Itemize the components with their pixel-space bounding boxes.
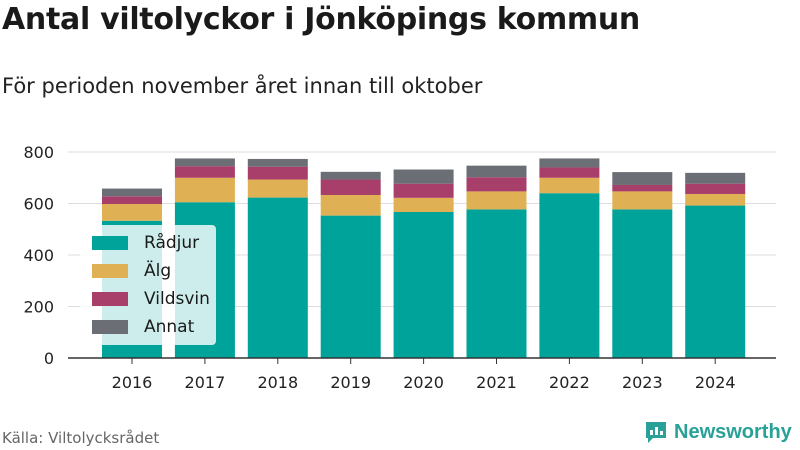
bar-segment-rådjur [685, 205, 746, 358]
legend-item-älg: Älg [92, 261, 171, 281]
legend-item-rådjur: Rådjur [92, 233, 199, 253]
bar-segment-vildsvin [612, 184, 673, 192]
bar-segment-vildsvin [539, 167, 600, 178]
y-tick-label: 600 [23, 195, 54, 214]
brand-logo: Newsworthy [644, 420, 792, 444]
legend-swatch [92, 292, 128, 306]
bar-segment-vildsvin [466, 177, 527, 192]
legend-swatch [92, 320, 128, 334]
legend-label: Rådjur [144, 233, 200, 253]
bar-segment-rådjur [320, 215, 381, 358]
chart-subtitle: För perioden november året innan till ok… [2, 74, 483, 98]
bar-segment-rådjur [466, 209, 527, 358]
bar-chart-icon [646, 422, 666, 443]
bar-segment-vildsvin [320, 179, 381, 196]
x-tick-label: 2024 [695, 373, 736, 392]
legend-swatch [92, 264, 128, 278]
legend-item-annat: Annat [92, 317, 194, 337]
bar-segment-vildsvin [174, 166, 235, 178]
x-tick-label: 2023 [622, 373, 663, 392]
bar-segment-älg [466, 191, 527, 210]
x-tick-label: 2019 [330, 373, 371, 392]
legend-swatch [92, 236, 128, 250]
bar-segment-rådjur [247, 197, 308, 358]
bar-segment-rådjur [612, 209, 673, 358]
x-tick-label: 2017 [185, 373, 226, 392]
x-tick-label: 2018 [257, 373, 298, 392]
legend-item-vildsvin: Vildsvin [92, 289, 210, 309]
brand-name: Newsworthy [674, 420, 792, 443]
x-tick-label: 2020 [403, 373, 444, 392]
bar-segment-älg [393, 197, 454, 212]
bar-segment-annat [685, 172, 746, 184]
bar-segment-älg [685, 193, 746, 206]
bar-segment-annat [320, 171, 381, 180]
y-tick-label: 0 [44, 349, 54, 368]
bar-segment-annat [247, 158, 308, 167]
x-tick-label: 2016 [112, 373, 153, 392]
bar-segment-älg [539, 177, 600, 194]
bar-segment-vildsvin [102, 196, 162, 205]
bar-segment-älg [247, 179, 308, 198]
bar-segment-älg [320, 195, 381, 216]
bar-segment-vildsvin [247, 166, 308, 180]
bar-segment-älg [612, 191, 673, 210]
legend-label: Annat [144, 317, 195, 337]
legend-label: Vildsvin [144, 289, 210, 309]
source-note: Källa: Viltolycksrådet [2, 429, 160, 447]
chart-title: Antal viltolyckor i Jönköpings kommun [2, 2, 640, 37]
x-tick-label: 2022 [549, 373, 590, 392]
bar-segment-rådjur [539, 193, 600, 358]
bar-segment-vildsvin [393, 183, 454, 198]
bar-segment-annat [393, 169, 454, 184]
y-tick-label: 400 [23, 246, 54, 265]
bar-segment-annat [539, 158, 600, 168]
y-tick-label: 200 [23, 298, 54, 317]
bar-segment-annat [174, 158, 235, 167]
legend-label: Älg [144, 261, 172, 281]
bar-segment-vildsvin [685, 183, 746, 194]
bar-segment-älg [174, 177, 235, 203]
bar-segment-annat [612, 172, 673, 185]
x-tick-label: 2021 [476, 373, 517, 392]
bar-segment-älg [102, 204, 162, 221]
chart-legend: Rådjur Älg Vildsvin Annat [80, 225, 216, 345]
bar-segment-rådjur [393, 211, 454, 358]
y-tick-label: 800 [23, 143, 54, 162]
bar-segment-annat [466, 165, 527, 178]
bar-segment-annat [102, 188, 162, 197]
